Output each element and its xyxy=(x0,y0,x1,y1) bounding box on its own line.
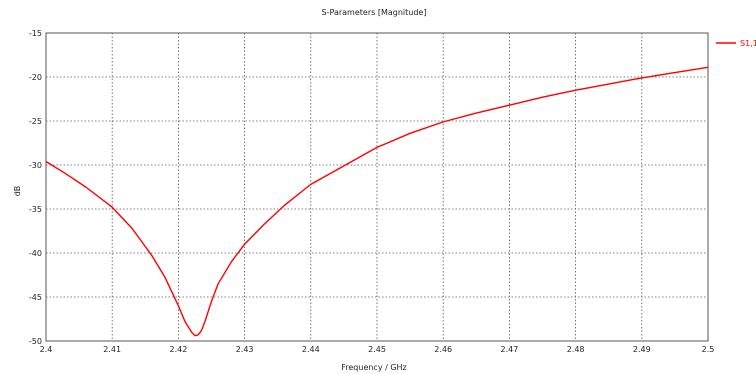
y-tick-label: -30 xyxy=(29,161,42,170)
x-tick-label: 2.47 xyxy=(500,345,518,354)
grid xyxy=(45,32,709,342)
y-axis-label: dB xyxy=(13,186,22,197)
x-tick-label: 2.41 xyxy=(103,345,121,354)
x-tick-label: 2.49 xyxy=(633,345,651,354)
y-axis: -50 -45 -40 -35 -30 -25 -20 -15 xyxy=(29,29,42,346)
legend-label: S1,1 xyxy=(740,39,756,48)
plot-frame xyxy=(45,32,709,342)
x-tick-label: 2.46 xyxy=(434,345,452,354)
y-tick-label: -40 xyxy=(29,249,42,258)
chart-title: S-Parameters [Magnitude] xyxy=(322,8,427,17)
x-tick-label: 2.42 xyxy=(169,345,187,354)
y-tick-label: -45 xyxy=(29,293,42,302)
x-tick-label: 2.5 xyxy=(702,345,715,354)
x-tick-label: 2.4 xyxy=(40,345,53,354)
y-tick-label: -15 xyxy=(29,29,42,38)
y-tick-label: -50 xyxy=(29,337,42,346)
y-tick-label: -20 xyxy=(29,73,42,82)
x-tick-label: 2.45 xyxy=(368,345,386,354)
legend: S1,1 xyxy=(716,39,756,48)
x-tick-label: 2.43 xyxy=(236,345,254,354)
series-line-s11 xyxy=(45,66,709,337)
x-tick-label: 2.44 xyxy=(302,345,320,354)
y-tick-label: -25 xyxy=(29,117,42,126)
x-axis-label: Frequency / GHz xyxy=(341,363,407,372)
x-axis: 2.4 2.41 2.42 2.43 2.44 2.45 2.46 2.47 2.48 2.49 2… xyxy=(40,345,715,354)
y-tick-label: -35 xyxy=(29,205,42,214)
x-tick-label: 2.48 xyxy=(567,345,585,354)
series-layer xyxy=(45,66,709,337)
